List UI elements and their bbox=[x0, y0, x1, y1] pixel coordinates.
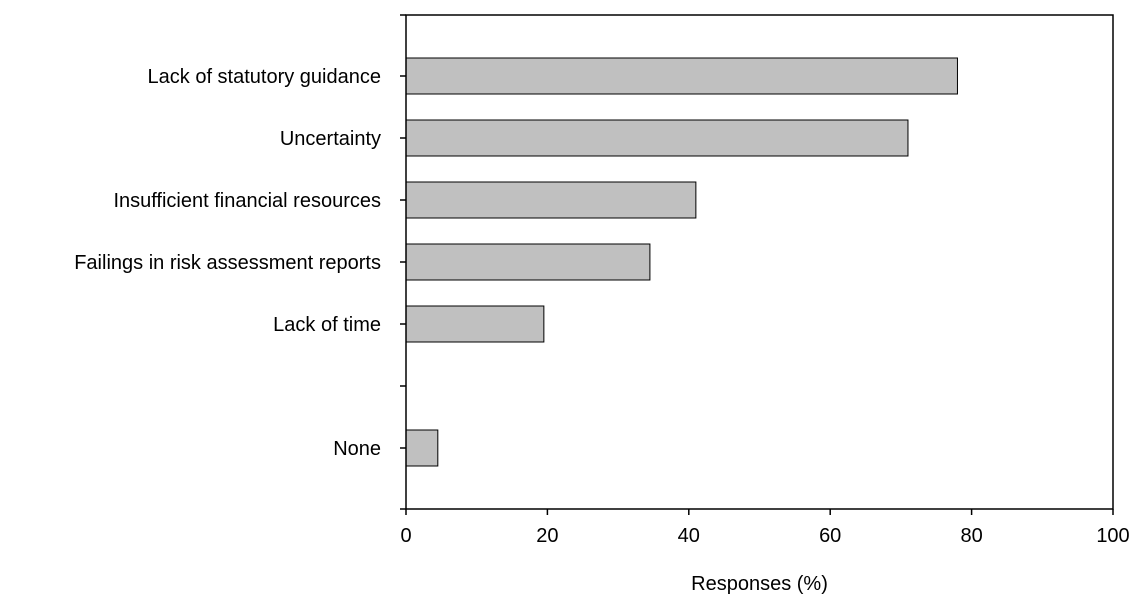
x-tick-label: 100 bbox=[1096, 525, 1129, 547]
category-label: Lack of statutory guidance bbox=[148, 66, 381, 88]
bar-5 bbox=[405, 305, 545, 343]
category-label: Lack of time bbox=[273, 314, 381, 336]
category-label: None bbox=[333, 438, 381, 460]
bar-3 bbox=[405, 181, 697, 219]
category-label: Failings in risk assessment reports bbox=[74, 252, 381, 274]
x-tick-label: 20 bbox=[536, 525, 558, 547]
bar-7 bbox=[405, 429, 439, 467]
x-axis-title: Responses (%) bbox=[691, 573, 828, 595]
bar-2 bbox=[405, 119, 909, 157]
bars-layer bbox=[405, 57, 958, 467]
bar-4 bbox=[405, 243, 651, 281]
x-tick-label: 80 bbox=[960, 525, 982, 547]
x-tick-label: 0 bbox=[400, 525, 411, 547]
bar-1 bbox=[405, 57, 958, 95]
labels-layer: Lack of statutory guidance Uncertainty Ins… bbox=[74, 66, 1129, 547]
x-tick-label: 40 bbox=[678, 525, 700, 547]
axes-layer bbox=[400, 14, 1114, 515]
x-tick-label: 60 bbox=[819, 525, 841, 547]
category-label: Uncertainty bbox=[280, 128, 381, 150]
category-label: Insufficient financial resources bbox=[113, 190, 381, 212]
